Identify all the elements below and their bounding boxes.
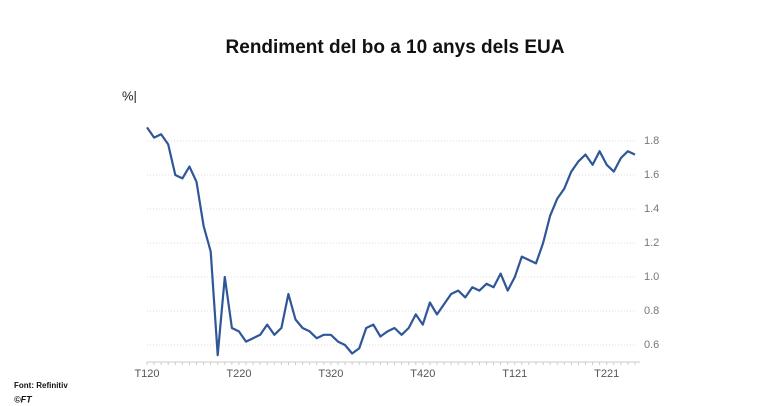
y-tick-label: 0.8 (644, 305, 659, 317)
x-tick-label: T221 (594, 368, 619, 380)
chart-title: Rendiment del bo a 10 anys dels EUA (226, 37, 565, 58)
x-tick-label: T121 (502, 368, 527, 380)
source: Font: Refinitiv (14, 381, 68, 390)
line-series (146, 126, 636, 357)
y-tick-label: 0.6 (644, 339, 659, 351)
y-tick-label: 1.0 (644, 271, 659, 283)
copyright: ©FT (14, 394, 33, 404)
x-tick-label: T320 (318, 368, 343, 380)
y-tick-label: 1.2 (644, 237, 659, 249)
x-tick-label: T220 (226, 368, 251, 380)
y-tick-label: 1.6 (644, 169, 659, 181)
y-tick-label: 1.8 (644, 135, 659, 147)
x-tick-label: T120 (134, 368, 159, 380)
x-tick-label: T420 (410, 368, 435, 380)
y-tick-label: 1.4 (644, 203, 659, 215)
y-axis-label: %| (122, 88, 137, 103)
